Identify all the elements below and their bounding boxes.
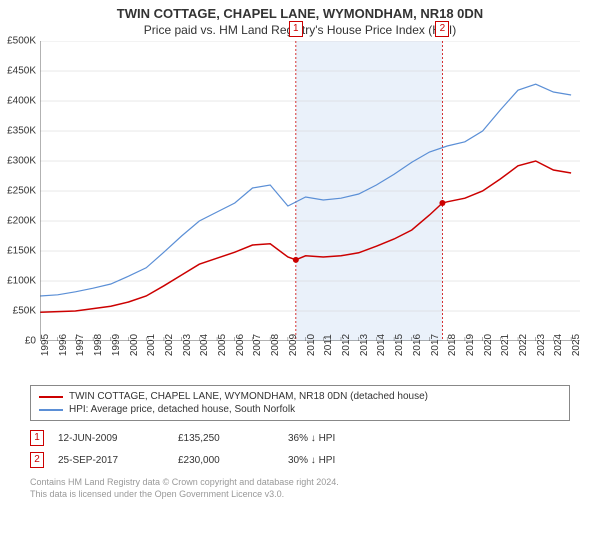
y-tick-label: £200K (0, 216, 36, 227)
x-tick-label: 2003 (182, 334, 193, 356)
x-tick-label: 2009 (288, 334, 299, 356)
x-tick-label: 2021 (500, 334, 511, 356)
x-tick-label: 2024 (553, 334, 564, 356)
x-axis-labels: 1995199619971998199920002001200220032004… (40, 345, 580, 385)
x-tick-label: 2019 (465, 334, 476, 356)
transaction-marker: 1 (30, 430, 44, 446)
transaction-marker: 2 (30, 452, 44, 468)
y-tick-label: £500K (0, 36, 36, 47)
x-tick-label: 1995 (40, 334, 51, 356)
x-tick-label: 2025 (571, 334, 582, 356)
legend-swatch (39, 409, 63, 411)
attribution: Contains HM Land Registry data © Crown c… (30, 477, 570, 500)
legend-swatch (39, 396, 63, 398)
x-tick-label: 2004 (199, 334, 210, 356)
marker-box: 1 (289, 21, 303, 37)
x-tick-label: 2012 (341, 334, 352, 356)
x-tick-label: 2016 (412, 334, 423, 356)
legend-label: TWIN COTTAGE, CHAPEL LANE, WYMONDHAM, NR… (69, 391, 428, 402)
y-tick-label: £250K (0, 186, 36, 197)
chart-area: £0£50K£100K£150K£200K£250K£300K£350K£400… (40, 41, 600, 381)
x-tick-label: 1999 (111, 334, 122, 356)
transaction-price: £230,000 (178, 455, 288, 466)
x-tick-label: 2002 (164, 334, 175, 356)
x-tick-label: 2013 (359, 334, 370, 356)
x-tick-label: 2005 (217, 334, 228, 356)
chart-container: TWIN COTTAGE, CHAPEL LANE, WYMONDHAM, NR… (0, 0, 600, 560)
y-tick-label: £300K (0, 156, 36, 167)
x-tick-label: 2015 (394, 334, 405, 356)
x-tick-label: 1997 (75, 334, 86, 356)
x-tick-label: 1996 (58, 334, 69, 356)
transaction-date: 25-SEP-2017 (58, 455, 178, 466)
y-tick-label: £50K (0, 306, 36, 317)
transaction-row: 2 25-SEP-2017£230,00030% ↓ HPI (30, 449, 570, 471)
x-tick-label: 1998 (93, 334, 104, 356)
legend: TWIN COTTAGE, CHAPEL LANE, WYMONDHAM, NR… (30, 385, 570, 421)
x-tick-label: 2011 (323, 334, 334, 356)
x-tick-label: 2022 (518, 334, 529, 356)
y-tick-label: £350K (0, 126, 36, 137)
x-tick-label: 2007 (252, 334, 263, 356)
legend-item: TWIN COTTAGE, CHAPEL LANE, WYMONDHAM, NR… (39, 390, 561, 403)
x-tick-label: 2020 (483, 334, 494, 356)
chart-title: TWIN COTTAGE, CHAPEL LANE, WYMONDHAM, NR… (0, 0, 600, 21)
y-axis-labels: £0£50K£100K£150K£200K£250K£300K£350K£400… (0, 41, 38, 341)
x-tick-label: 2008 (270, 334, 281, 356)
y-tick-label: £150K (0, 246, 36, 257)
y-tick-label: £450K (0, 66, 36, 77)
legend-item: HPI: Average price, detached house, Sout… (39, 403, 561, 416)
chart-plot (40, 41, 580, 341)
x-tick-label: 2001 (146, 334, 157, 356)
marker-box: 2 (435, 21, 449, 37)
transaction-date: 12-JUN-2009 (58, 433, 178, 444)
x-tick-label: 2023 (536, 334, 547, 356)
transaction-rows: 1 12-JUN-2009£135,25036% ↓ HPI 2 25-SEP-201… (30, 427, 570, 471)
y-tick-label: £400K (0, 96, 36, 107)
y-tick-label: £100K (0, 276, 36, 287)
x-tick-label: 2010 (306, 334, 317, 356)
legend-label: HPI: Average price, detached house, Sout… (69, 404, 295, 415)
attribution-line1: Contains HM Land Registry data © Crown c… (30, 477, 570, 489)
x-tick-label: 2018 (447, 334, 458, 356)
transaction-row: 1 12-JUN-2009£135,25036% ↓ HPI (30, 427, 570, 449)
x-tick-label: 2017 (430, 334, 441, 356)
transaction-diff: 30% ↓ HPI (288, 455, 388, 466)
attribution-line2: This data is licensed under the Open Gov… (30, 489, 570, 501)
transaction-diff: 36% ↓ HPI (288, 433, 388, 444)
transaction-price: £135,250 (178, 433, 288, 444)
x-tick-label: 2014 (376, 334, 387, 356)
x-tick-label: 2000 (129, 334, 140, 356)
x-tick-label: 2006 (235, 334, 246, 356)
y-tick-label: £0 (0, 336, 36, 347)
